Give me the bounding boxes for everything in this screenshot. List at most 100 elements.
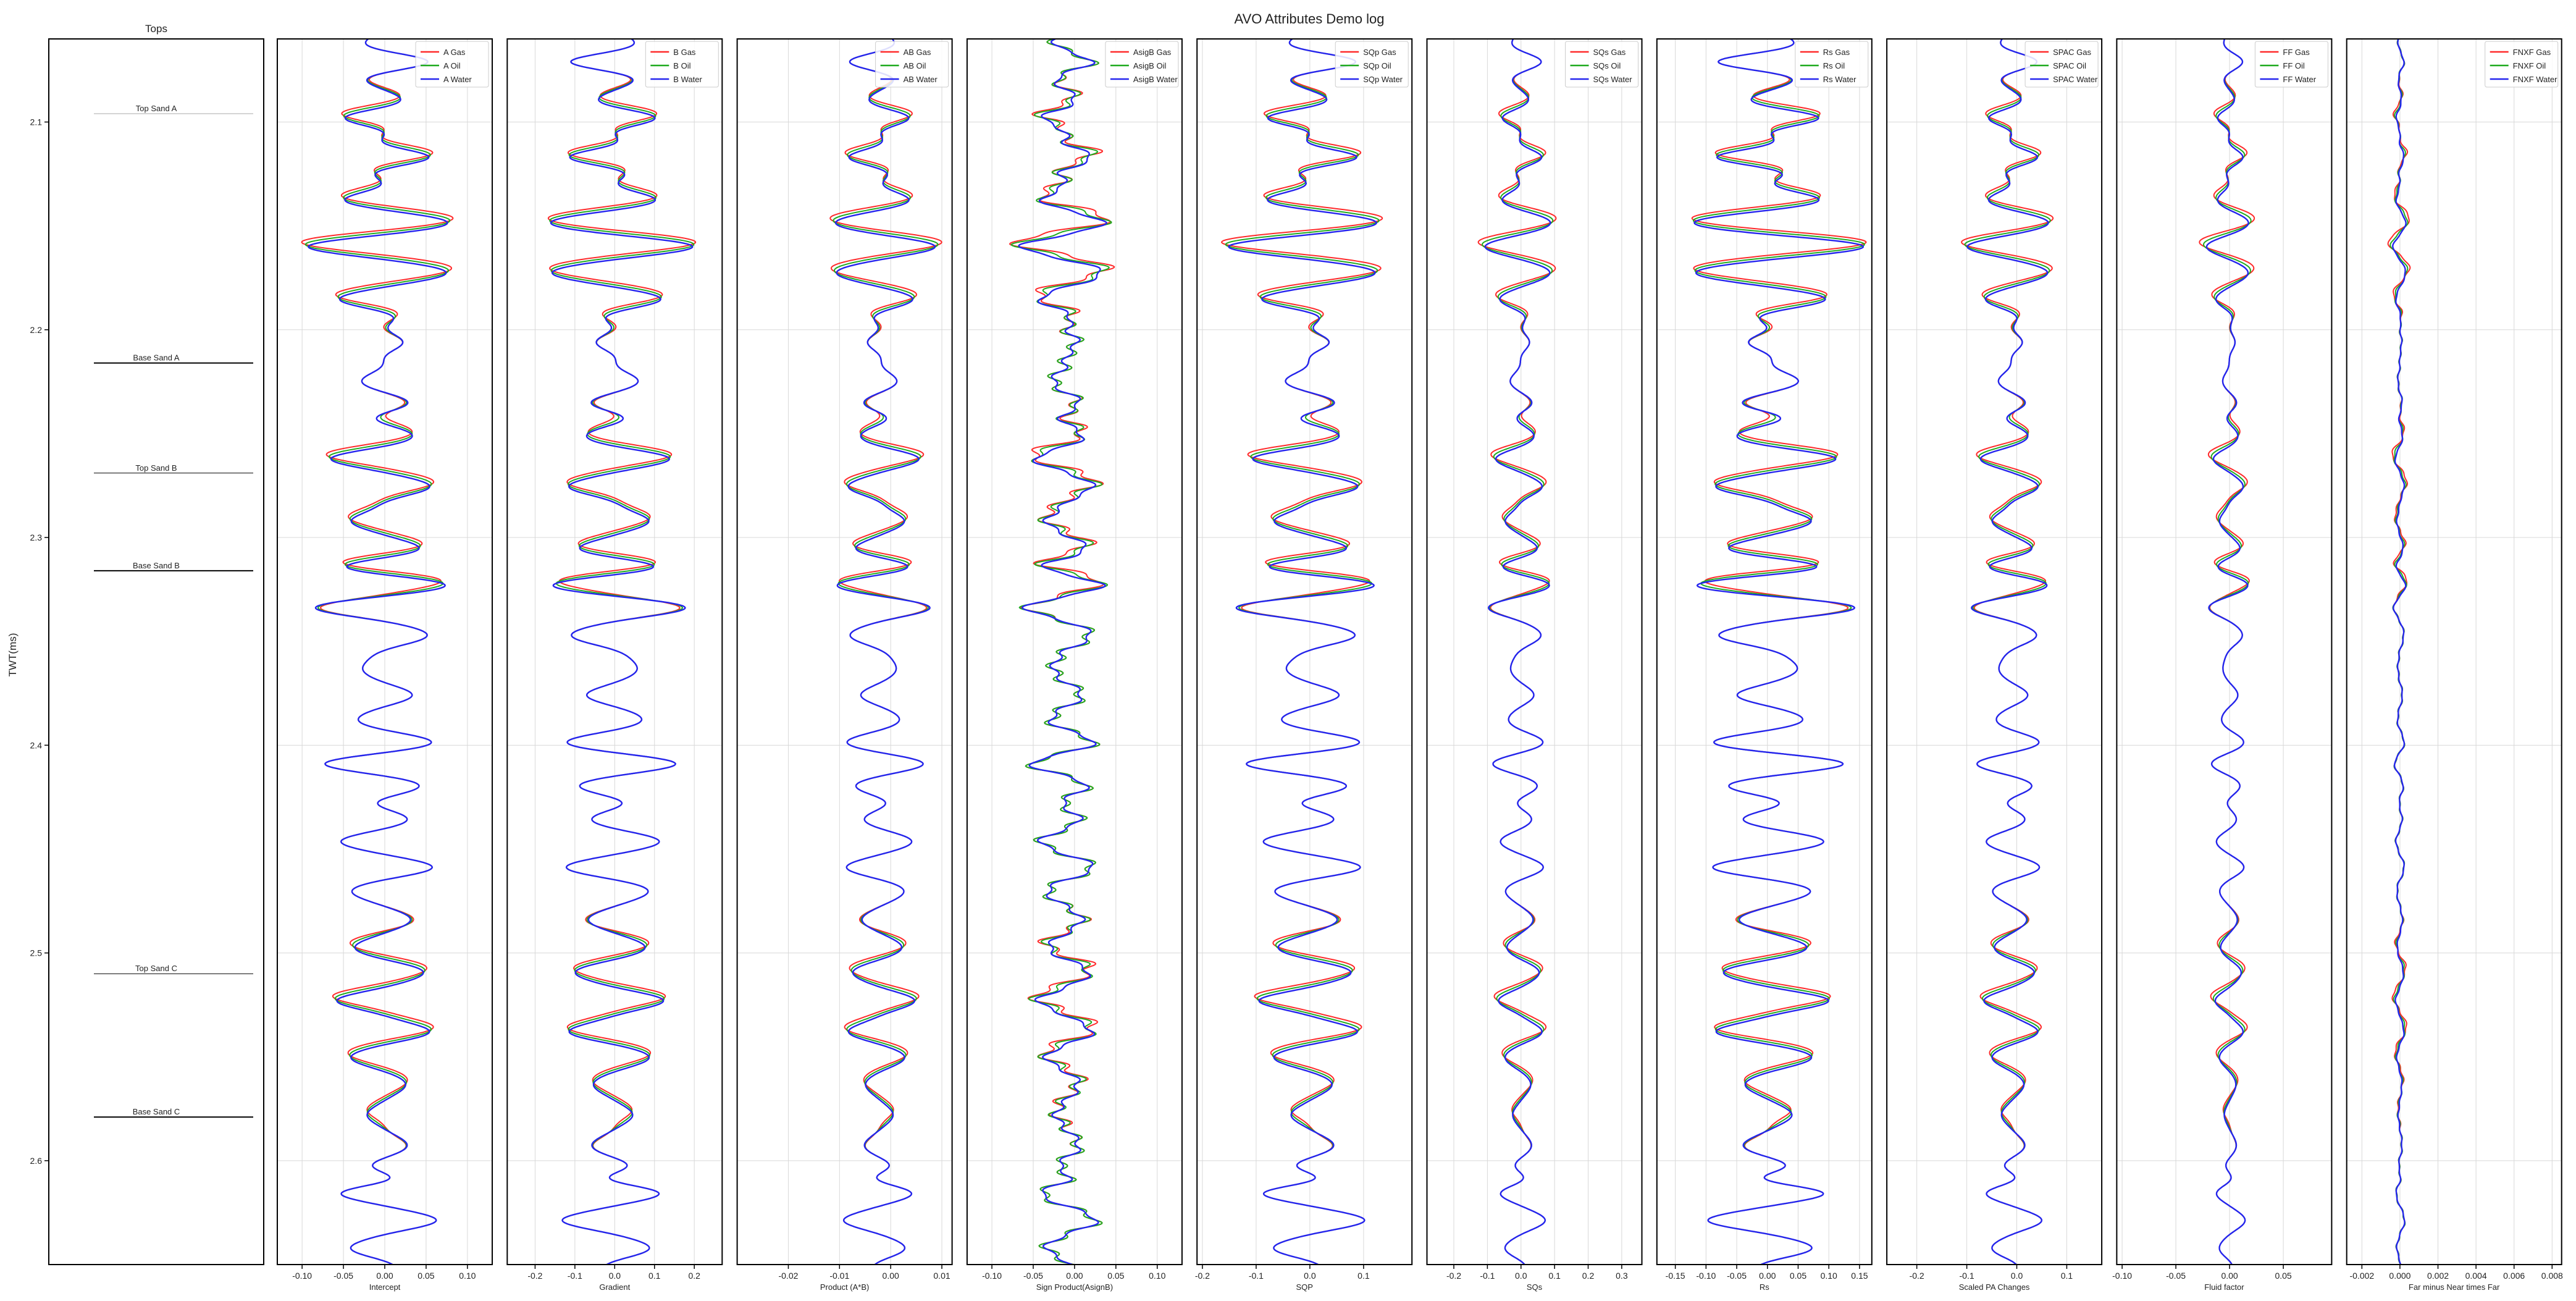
x-tick-label: -0.2 [1910,1271,1924,1281]
track-frame [736,38,953,1265]
track-b: -0.2 -0.1 0.0 0.1 0.2 Gradient B Gas B Oil B Wat… [506,38,723,1292]
water-curve [308,38,448,1266]
y-axis-label: TWT(ms) [7,633,19,677]
x-tick-label: 0.05 [1107,1271,1124,1281]
track-fnxf: -0.002 0.000 0.002 0.004 0.006 0.008 Far minus… [2346,38,2563,1292]
x-axis-label: Rs [1760,1282,1769,1292]
legend-entry: FNXF Gas [2513,48,2551,57]
x-axis-label: SQs [1527,1282,1543,1292]
gas-curve [1009,38,1115,1265]
track-frame [2346,38,2562,1265]
track-sqs: -0.2 -0.1 0.0 0.1 0.2 0.3 SQs SQs Gas SQs Oil SQs… [1426,38,1643,1292]
x-tick-label: 0.0 [1515,1271,1527,1281]
x-tick-label: -0.01 [829,1271,849,1281]
gas-curve [1477,38,1557,1265]
gas-curve [301,38,454,1265]
legend-entry: B Oil [673,61,690,70]
track-spac: -0.2 -0.1 0.0 0.1 Scaled PA Changes SPAC Gas S… [1886,38,2103,1292]
oil-curve [1964,38,2051,1265]
oil-curve [549,38,695,1265]
track-a: -0.10 -0.05 0.00 0.05 0.10 Intercept A Gas A Oi… [277,38,493,1292]
oil-curve [2202,38,2252,1265]
x-tick-label: 0.0 [1304,1271,1316,1281]
tops-track: Tops Top Sand A Base Sand A Top Sand B Base… [30,23,264,1265]
legend-entry: AsigB Oil [1133,61,1167,70]
x-tick-label: 0.2 [1582,1271,1595,1281]
water-curve [2205,38,2249,1265]
legend-entry: SQs Water [1593,75,1633,84]
x-tick-label: 0.004 [2465,1271,2487,1281]
legend-box [645,41,719,88]
top-marker-label: Top Sand A [136,104,177,113]
x-tick-label: 0.00 [1759,1271,1776,1281]
x-tick-label: 0.05 [417,1271,434,1281]
x-tick-label: -0.10 [2112,1271,2132,1281]
track-frame [2116,38,2333,1265]
gas-curve [1961,38,2054,1265]
legend-box [415,41,489,88]
track-frame [1886,38,2103,1265]
oil-curve [1692,38,1865,1265]
x-tick-label: 0.05 [1790,1271,1806,1281]
attribute-tracks: -0.10 -0.05 0.00 0.05 0.10 Intercept A Gas A Oi… [277,38,2563,1292]
x-tick-label: 0.008 [2541,1271,2563,1281]
x-axis-label: Sign Product(AsignB) [1036,1282,1113,1292]
legend-entry: A Gas [443,48,466,57]
x-tick-label: 0.10 [459,1271,476,1281]
oil-curve [1010,38,1112,1265]
legend-box [1335,41,1409,88]
x-tick-label: 0.006 [2503,1271,2525,1281]
legend-entry: Rs Oil [1823,61,1845,70]
tops-track-title: Tops [145,23,167,35]
x-tick-label: 0.1 [1548,1271,1561,1281]
track-frame [1196,38,1413,1265]
x-tick-label: 0.0 [2011,1271,2023,1281]
gas-curve [547,38,697,1265]
water-curve [1228,38,1378,1266]
legend-box [1565,41,1638,88]
water-curve [550,38,694,1266]
legend-entry: AB Gas [904,48,931,57]
legend-box [875,41,949,88]
legend-entry: Rs Water [1823,75,1856,84]
y-axis-ticks: 2.1 2.2 2.3 2.4 2.5 2.6 [30,117,49,1166]
legend-box [2024,41,2099,88]
legend-entry: B Gas [673,48,696,57]
top-marker-label: Base Sand B [133,561,180,570]
y-tick-label: 2.2 [30,325,43,335]
y-tick-label: 2.5 [30,948,43,958]
tops-markers: Top Sand A Base Sand A Top Sand B Base Sand… [94,104,253,1118]
x-tick-label: 0.10 [1821,1271,1837,1281]
x-tick-label: -0.05 [2166,1271,2186,1281]
x-tick-label: 0.2 [688,1271,700,1281]
water-curve [1966,38,2049,1265]
x-tick-label: -0.10 [292,1271,312,1281]
top-marker-label: Base Sand C [133,1107,180,1116]
x-tick-label: 0.00 [376,1271,393,1281]
gas-curve [1220,38,1383,1265]
x-tick-label: -0.1 [1960,1271,1974,1281]
x-tick-label: 0.05 [2275,1271,2291,1281]
x-tick-label: -0.10 [982,1271,1002,1281]
x-tick-label: -0.02 [778,1271,798,1281]
x-tick-label: 0.00 [2221,1271,2238,1281]
oil-curve [1481,38,1554,1265]
top-marker-label: Top Sand B [135,463,177,473]
legend-entry: SPAC Oil [2053,61,2086,70]
y-tick-label: 2.4 [30,740,43,750]
legend-entry: FNXF Oil [2513,61,2546,70]
track-ab: -0.02 -0.01 0.00 0.01 Product (A*B) AB Gas AB … [736,38,953,1292]
top-marker-label: Base Sand A [133,353,179,363]
legend-entry: SQp Oil [1363,61,1391,70]
legend-entry: SQs Oil [1593,61,1621,70]
track-sqp: -0.2 -0.1 0.0 0.1 SQP SQp Gas SQp Oil SQp Water [1195,38,1413,1292]
x-tick-label: 0.000 [2389,1271,2410,1281]
tops-track-frame [48,38,264,1265]
legend-entry: SQp Gas [1363,48,1396,57]
legend-box [2254,41,2328,88]
legend-box [1105,41,1179,88]
legend-entry: AsigB Water [1133,75,1178,84]
legend-entry: SPAC Gas [2053,48,2091,57]
legend-entry: FF Water [2283,75,2316,84]
